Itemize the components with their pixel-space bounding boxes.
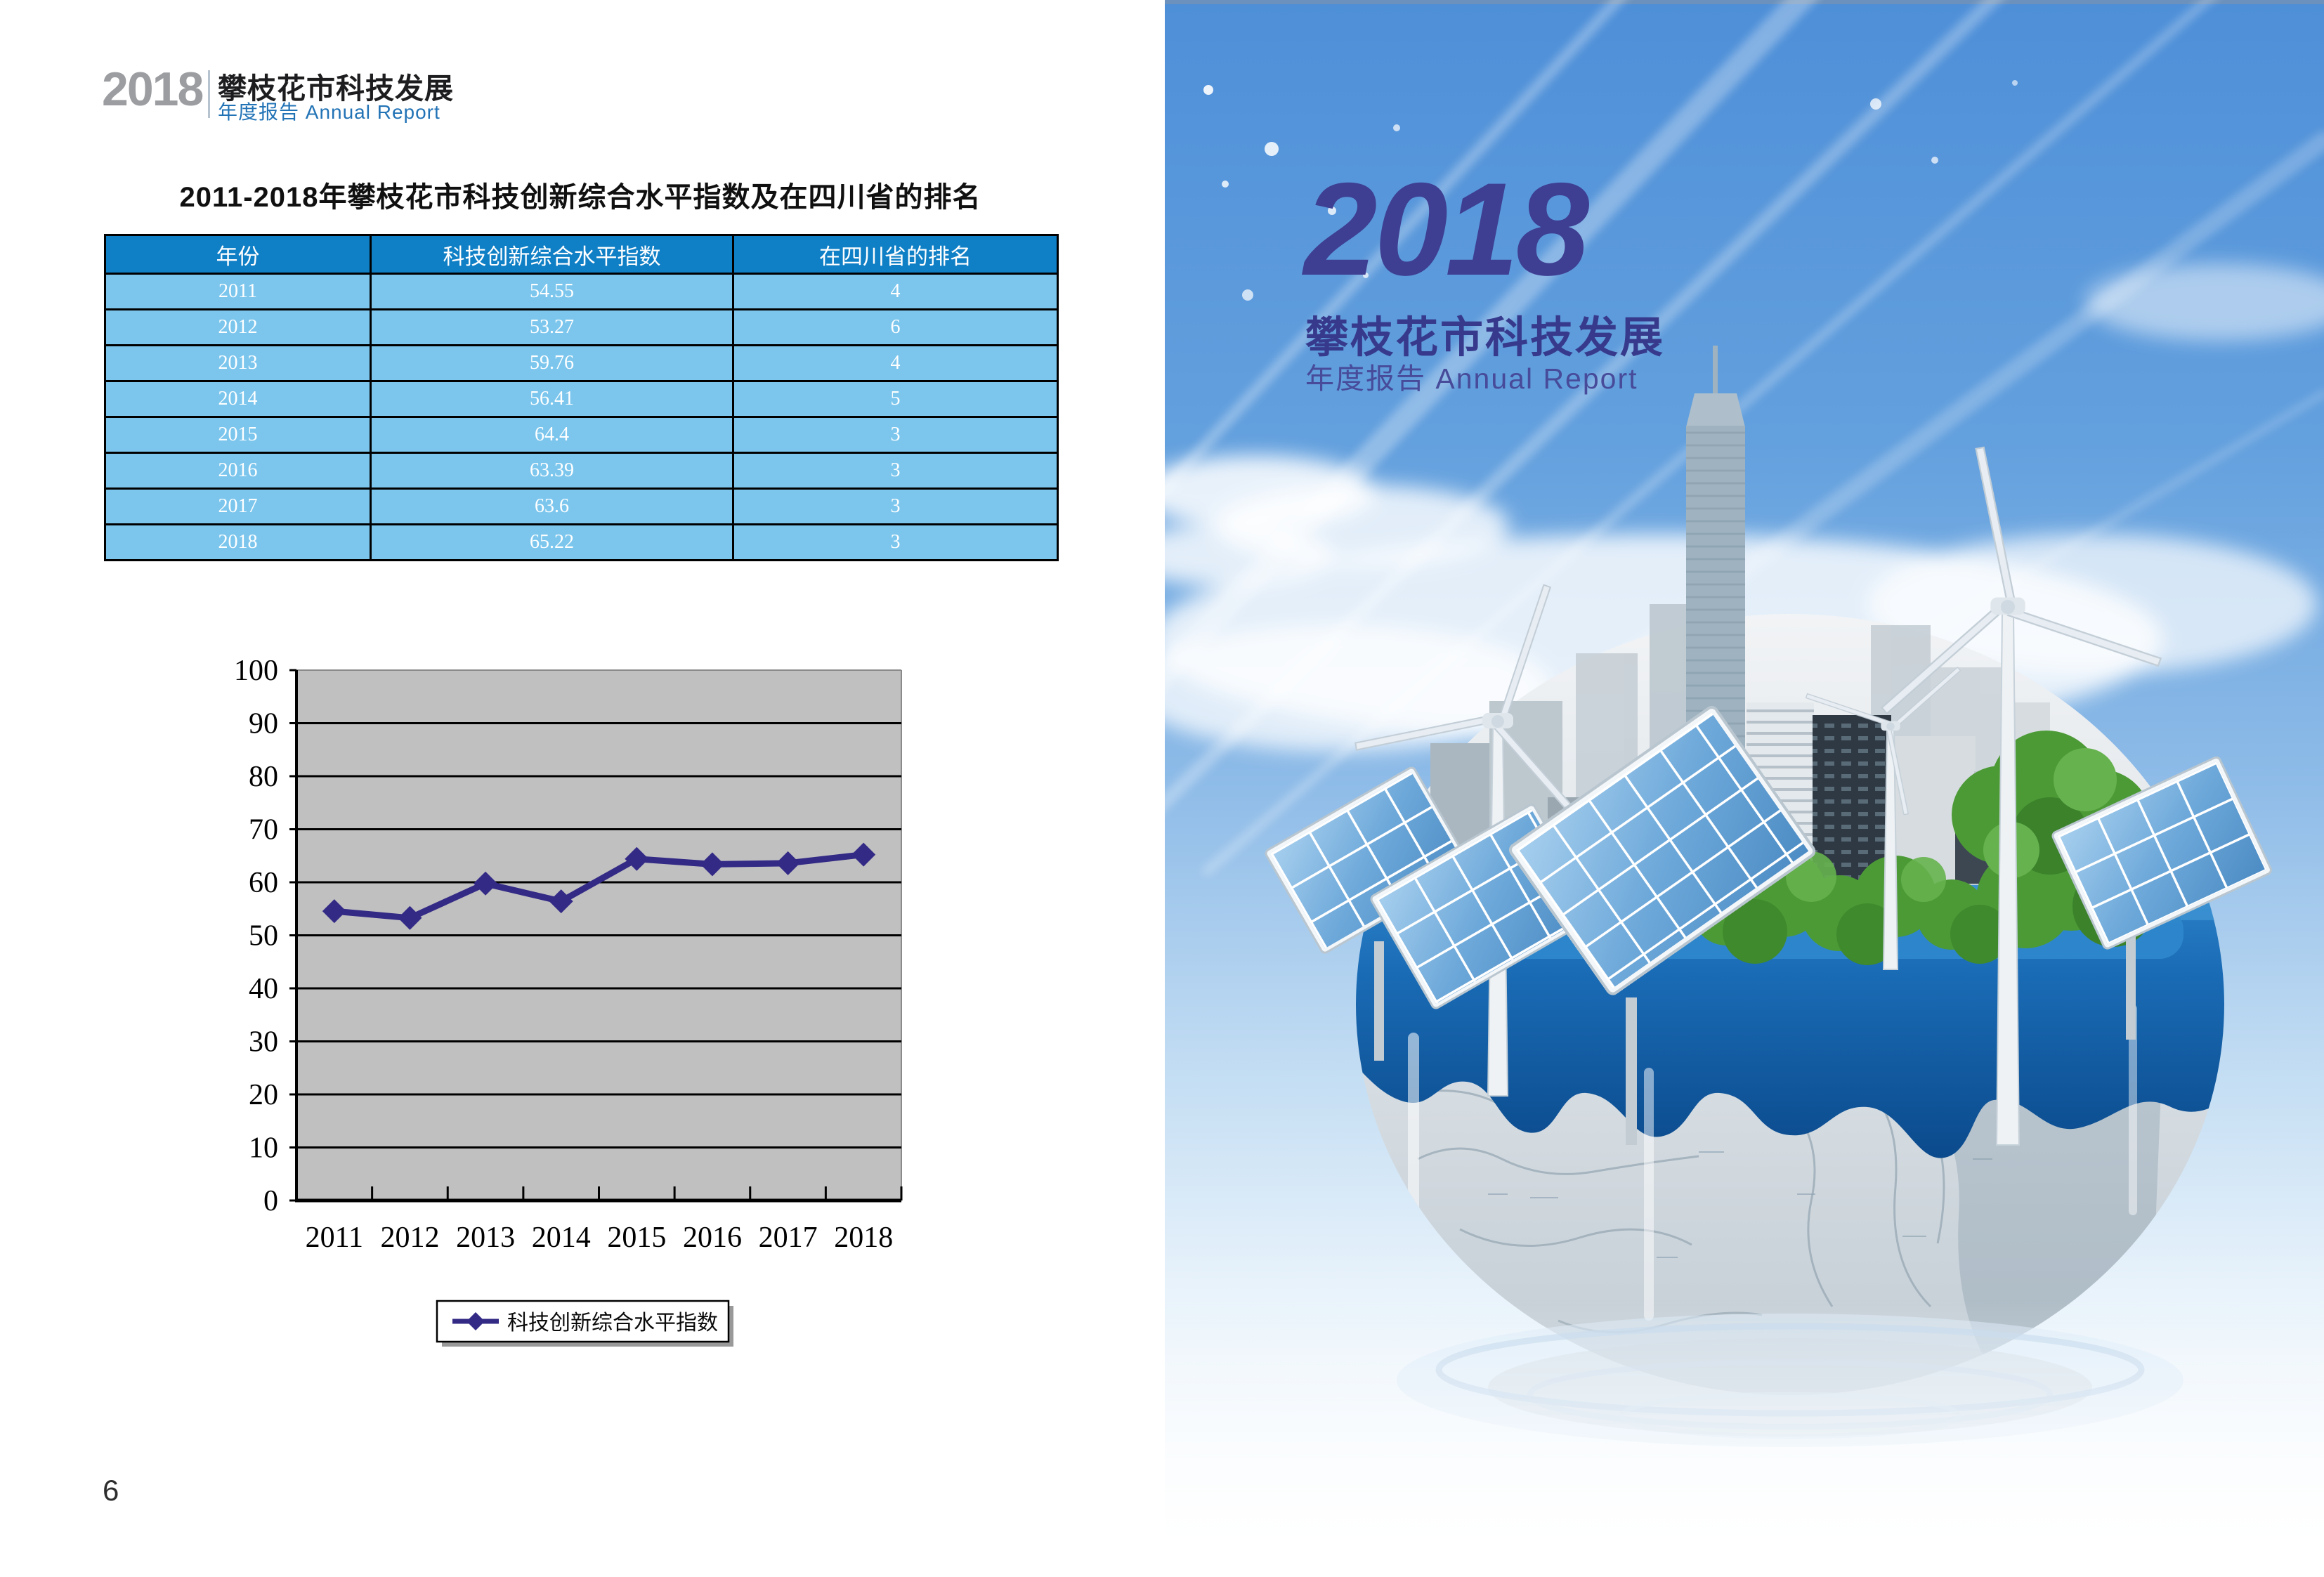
x-axis-label: 2012: [380, 1222, 439, 1254]
data-point-marker: [700, 852, 724, 877]
solar-array-right: [2051, 756, 2272, 1040]
table-row: 2014 56.41 5: [104, 380, 1059, 418]
table-cell: 5: [732, 380, 1059, 418]
table-cell: 3: [732, 488, 1059, 525]
x-axis-label: 2017: [759, 1222, 818, 1254]
column-header: 在四川省的排名: [732, 234, 1059, 275]
page-number: 6: [103, 1474, 119, 1507]
column-header: 科技创新综合水平指数: [370, 234, 734, 275]
table-cell: 2018: [104, 523, 372, 561]
table-head: 年份 科技创新综合水平指数 在四川省的排名: [104, 234, 1059, 275]
x-axis-label: 2015: [607, 1222, 666, 1254]
solar-array-center: [1509, 705, 1816, 1145]
cover-art-illustration: [1165, 0, 2324, 1577]
y-axis-label: 30: [249, 1026, 278, 1059]
wind-turbine-middle: [1805, 667, 1961, 970]
table-cell: 2016: [104, 452, 372, 490]
table-row: 2017 63.6 3: [104, 488, 1059, 525]
table-row: 2012 53.27 6: [104, 308, 1059, 346]
x-axis-label: 2013: [456, 1222, 515, 1254]
table-cell: 56.41: [370, 380, 734, 418]
y-axis-label: 50: [249, 920, 278, 953]
table-row: 2015 64.4 3: [104, 416, 1059, 454]
data-point-marker: [398, 905, 422, 930]
table-cell: 59.76: [370, 344, 734, 382]
y-axis-label: 70: [249, 814, 278, 846]
table-cell: 2013: [104, 344, 372, 382]
data-point-marker: [776, 851, 800, 875]
legend-label: 科技创新综合水平指数: [507, 1311, 718, 1335]
y-axis-label: 0: [263, 1185, 278, 1217]
data-point-marker: [851, 842, 876, 867]
table-cell: 65.22: [370, 523, 734, 561]
x-axis-label: 2016: [683, 1222, 742, 1254]
logo-subtitle: 年度报告 Annual Report: [218, 101, 440, 123]
x-axis-label: 2018: [834, 1222, 893, 1254]
table-row: 2011 54.55 4: [104, 273, 1059, 310]
index-line-series: [334, 851, 864, 922]
x-axis-label: 2014: [532, 1222, 591, 1254]
cover-subtitle: 年度报告 Annual Report: [1305, 362, 1638, 395]
column-header: 年份: [104, 234, 372, 275]
table-cell: 54.55: [370, 273, 734, 310]
left-page: 2018 攀枝花市科技发展 年度报告 Annual Report 2011-20…: [102, 63, 1059, 1507]
table-header-row: 年份 科技创新综合水平指数 在四川省的排名: [104, 234, 1059, 275]
table-cell: 4: [732, 344, 1059, 382]
data-point-marker: [322, 899, 346, 924]
logo-title: 攀枝花市科技发展: [218, 72, 454, 105]
data-point-marker: [474, 871, 498, 896]
wind-turbine-right: [1880, 446, 2162, 1146]
table-cell: 63.39: [370, 452, 734, 490]
y-axis-label: 20: [249, 1079, 278, 1111]
y-axis-label: 60: [249, 867, 278, 899]
data-point-marker: [625, 846, 649, 871]
table-body: 2011 54.55 4 2012 53.27 6 2013 59.76 4 2014 56.41 5…: [104, 273, 1059, 561]
table-cell: 3: [732, 452, 1059, 490]
sky-sparkles: [1203, 80, 2018, 301]
table-cell: 53.27: [370, 308, 734, 346]
data-point-marker: [549, 889, 573, 914]
section-title: 2011-2018年攀枝花市科技创新综合水平指数及在四川省的排名: [179, 182, 981, 213]
table-row: 2018 65.22 3: [104, 523, 1059, 561]
y-axis-label: 100: [234, 660, 278, 687]
cover-year: 2018: [1304, 155, 1589, 303]
legend-diamond-icon: [466, 1312, 485, 1330]
table-cell: 2012: [104, 308, 372, 346]
table-cell: 6: [732, 308, 1059, 346]
table-cell: 2014: [104, 380, 372, 418]
y-axis-label: 80: [249, 761, 278, 793]
table-cell: 63.6: [370, 488, 734, 525]
table-cell: 2017: [104, 488, 372, 525]
table-cell: 64.4: [370, 416, 734, 454]
logo-year: 2018: [102, 63, 204, 116]
logo-divider: [208, 70, 210, 118]
cover-title: 攀枝花市科技发展: [1305, 313, 1666, 361]
table-cell: 2011: [104, 273, 372, 310]
table-row: 2013 59.76 4: [104, 344, 1059, 382]
table-cell: 4: [732, 273, 1059, 310]
table-cell: 3: [732, 523, 1059, 561]
line-chart: 0 10 20 30 40 50 60 70 80 90 100 2011 2012 2013 2014 20…: [234, 660, 903, 1347]
right-page-cover: 2018 攀枝花市科技发展 年度报告 Annual Report: [1165, 0, 2324, 1577]
x-axis-label: 2011: [306, 1222, 363, 1254]
y-axis-label: 10: [249, 1132, 278, 1165]
table-cell: 2015: [104, 416, 372, 454]
y-axis-label: 40: [249, 973, 278, 1005]
table-cell: 3: [732, 416, 1059, 454]
table-row: 2016 63.39 3: [104, 452, 1059, 490]
y-axis-label: 90: [249, 708, 278, 740]
data-table: 年份 科技创新综合水平指数 在四川省的排名 2011 54.55 4 2012 53.27 6…: [104, 234, 1059, 561]
